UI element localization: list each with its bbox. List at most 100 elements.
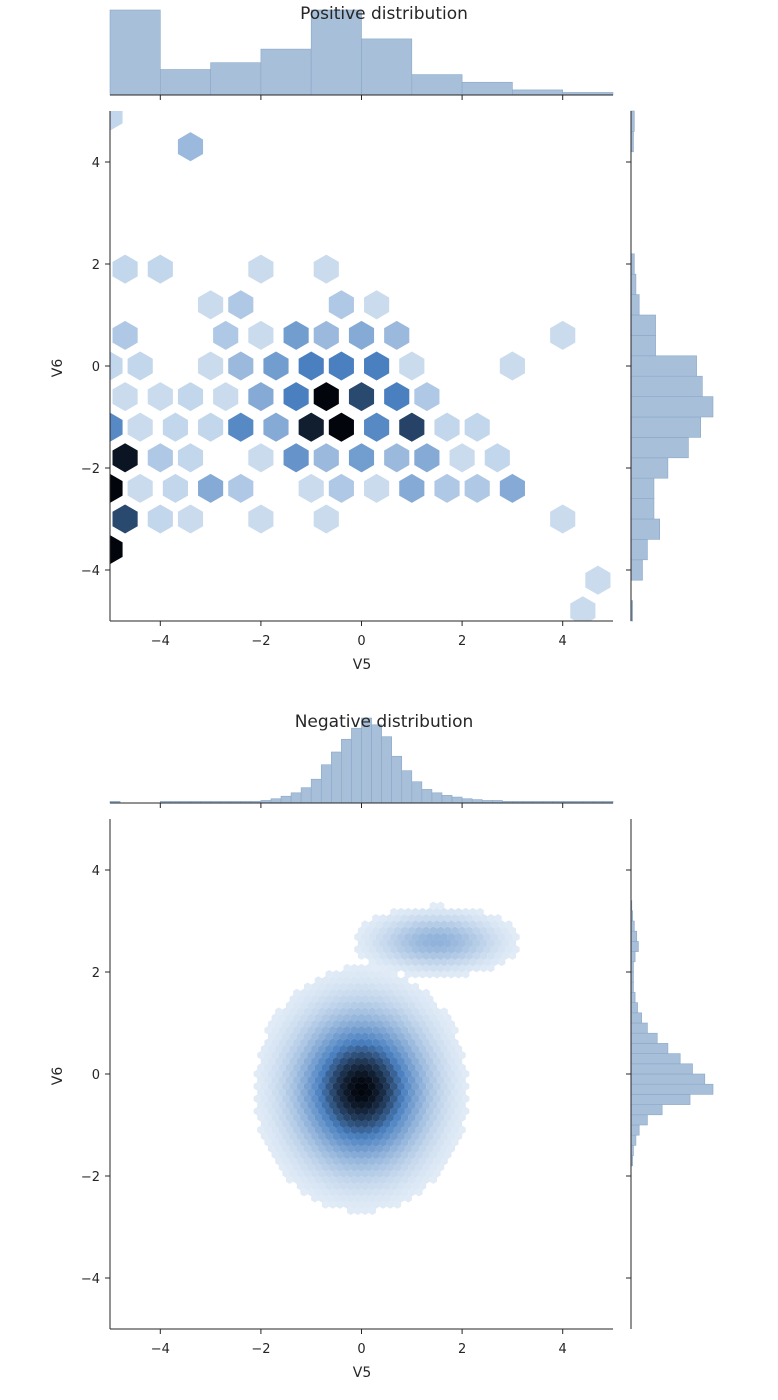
negative-hexbin [278,1125,287,1135]
negative-hexbin [347,1181,355,1191]
negative-hexbin [325,1106,333,1116]
negative-hexbin [365,1200,373,1209]
negative-hexbin [497,920,506,929]
negative-hexbin [422,988,430,998]
negative-hexbin [400,1075,409,1085]
negative-hexbin [365,1125,373,1135]
negative-hexbin [393,1063,402,1072]
negative-hexbin [339,1082,348,1091]
negative-hexbin [275,1156,283,1166]
negative-hexbin [332,1082,341,1091]
negative-hexbin [411,907,420,917]
negative-hexbin [368,1106,376,1116]
negative-hexbin [379,1150,387,1159]
negative-hexbin [311,1019,319,1029]
negative-hexbin [347,1019,355,1029]
negative-hexbin [361,1206,369,1215]
negative-hexbin [411,1069,420,1079]
negative-hexbin [508,926,517,935]
negative-hexbin [469,907,477,917]
negative-hexbin [368,1169,376,1178]
negative-hexbin [469,945,477,954]
negative-hexbin [347,1044,355,1054]
negative-hexbin [293,988,301,998]
negative-hexbin [285,1013,294,1023]
negative-hexbin [462,1106,470,1116]
negative-hexbin [253,1094,261,1103]
negative-hexbin [397,1082,405,1091]
negative-hexbin [379,1138,387,1147]
positive-hexbin [263,412,289,442]
negative-hexbin [372,1038,380,1047]
negative-hexbin [408,1138,416,1147]
negative-hexbin [479,926,488,935]
negative-hexbin [311,1119,319,1128]
negative-hexbin [440,945,448,954]
negative-hexbin [329,1125,337,1135]
negative-hexbin [426,1169,434,1178]
negative-hexbin [422,1138,430,1147]
positive-hexbin [550,504,576,534]
negative-hexbin [444,938,452,948]
negative-hexbin [325,1094,333,1103]
negative-hexbin [307,1001,315,1010]
negative-hexbin [444,926,452,935]
negative-hexbin [400,1038,409,1047]
negative-hexbin [350,1100,358,1110]
negative-hexbin [350,976,358,985]
positive-x-tick-label: 0 [357,634,365,649]
negative-hexbin [282,1019,290,1029]
negative-marginal-y-bar [630,951,636,963]
negative-hexbin [368,994,376,1004]
negative-hexbin [426,920,434,929]
negative-hexbin [418,1131,427,1141]
negative-hexbin [451,1088,459,1097]
negative-hexbin [275,1019,283,1029]
negative-hexbin [260,1069,269,1079]
negative-hexbin [357,1063,366,1072]
negative-hexbin [422,926,430,935]
negative-marginal-y-bar [630,1022,648,1034]
negative-hexbin [429,1162,438,1172]
negative-hexbin [336,1162,344,1172]
negative-hexbin [465,938,473,948]
negative-hexbin [289,1057,297,1066]
negative-hexbin [458,926,466,935]
negative-hexbin [415,1125,423,1135]
negative-hexbin [314,1187,323,1197]
negative-hexbin [357,1175,366,1184]
positive-marginal-x-bar [109,9,161,96]
negative-hexbin [411,1082,420,1091]
negative-hexbin [433,970,441,979]
negative-hexbin [429,1088,438,1097]
negative-hexbin [314,1013,323,1023]
negative-hexbin [318,1106,326,1116]
negative-hexbin [350,1026,358,1035]
negative-hexbin [303,1044,312,1054]
negative-hexbin [321,1200,330,1209]
negative-hexbin [390,1169,398,1178]
negative-hexbin [433,1119,441,1128]
negative-hexbin [390,920,398,929]
negative-hexbin [415,1113,423,1122]
negative-hexbin [382,1181,391,1191]
negative-hexbin [347,1206,355,1215]
negative-hexbin [361,994,369,1004]
negative-hexbin [336,1026,344,1035]
negative-hexbin [472,938,481,948]
negative-hexbin [347,970,355,979]
negative-hexbin [487,914,495,923]
negative-hexbin [440,1044,448,1054]
negative-hexbin [508,951,517,960]
negative-hexbin [275,1106,283,1116]
negative-hexbin [436,914,445,923]
negative-hexbin [275,1057,283,1066]
positive-hexbin [384,382,410,412]
negative-hexbin [451,926,459,935]
negative-hexbin [469,957,477,967]
negative-hexbin [343,1175,351,1184]
negative-marginal-x-bar [341,738,352,804]
negative-hexbin [300,1026,308,1035]
positive-hexbin [298,351,324,381]
negative-hexbin [433,1032,441,1041]
